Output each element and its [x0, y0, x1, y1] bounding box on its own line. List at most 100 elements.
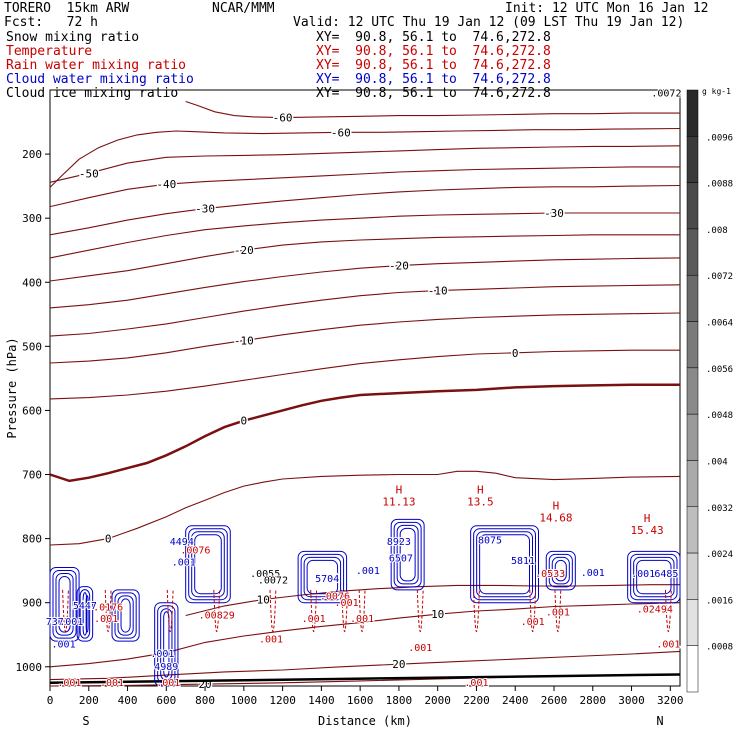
- y-tick-label: 800: [22, 533, 42, 546]
- y-tick-label: 300: [22, 212, 42, 225]
- valid-time: Valid: 12 UTC Thu 19 Jan 12 (09 LST Thu …: [293, 15, 685, 30]
- ice-label: .0072: [258, 575, 288, 586]
- surface-line: [49, 673, 681, 685]
- rain-label: .001: [464, 678, 488, 689]
- temperature-contour: [49, 166, 680, 208]
- rain-label: .0533: [535, 569, 565, 580]
- cloud-water-contour: [163, 611, 170, 678]
- rain-contour: [416, 589, 424, 632]
- cloud-water-contour: [82, 592, 88, 636]
- y-tick-label: 900: [22, 597, 42, 610]
- y-tick-label: 400: [22, 276, 42, 289]
- field-label-snow: Snow mixing ratio: [6, 30, 140, 45]
- cloud-water-contour: [551, 556, 570, 585]
- x-axis-label: Distance (km): [318, 714, 412, 728]
- colorbar-swatch: [686, 599, 699, 646]
- maximum-value: 11.13: [382, 495, 415, 508]
- cloud-water-contour: [479, 534, 530, 595]
- x-tick-label: 2200: [463, 694, 490, 707]
- maximum-value: 15.43: [630, 524, 663, 537]
- temperature-contour-lower: [49, 650, 681, 681]
- temperature-contour-label: -30: [195, 203, 215, 216]
- rain-contour: [554, 589, 562, 632]
- cloud-water-contour: [55, 572, 74, 636]
- rain-label: .001: [156, 678, 180, 689]
- x-tick-label: 600: [156, 694, 176, 707]
- cloud-water-label: .001: [581, 568, 605, 579]
- cloud-water-label: .001: [59, 617, 83, 628]
- rain-contour: [473, 589, 480, 632]
- field-xy-snow: XY= 90.8, 56.1 to 74.6,272.8: [316, 30, 551, 45]
- rain-label: .0176: [93, 602, 123, 613]
- rain-label: .0076: [320, 591, 350, 602]
- rain-label: .001: [656, 640, 680, 651]
- colorbar-level: .0016: [706, 596, 733, 606]
- x-tick-label: 1400: [308, 694, 335, 707]
- field-xy-cloud-water: XY= 90.8, 56.1 to 74.6,272.8: [316, 72, 551, 87]
- colorbar-level: .004: [706, 457, 728, 467]
- cloud-water-contour: [399, 527, 416, 582]
- field-label-rain: Rain water mixing ratio: [6, 58, 187, 73]
- temperature-contour: [49, 212, 680, 259]
- colorbar-level: .0064: [706, 319, 733, 329]
- model-title: TORERO 15km ARW: [4, 1, 130, 16]
- temperature-contour-label: -60: [273, 112, 293, 125]
- cloud-water-contour: [76, 586, 94, 642]
- colorbar-level: .0024: [706, 550, 733, 560]
- colorbar-swatch: [686, 460, 699, 508]
- temperature-contour: [49, 312, 681, 364]
- colorbar-swatch: [686, 136, 699, 183]
- cloud-water-label: 8075: [478, 536, 502, 547]
- cloud-water-contour: [111, 589, 140, 642]
- colorbar-swatch: [686, 228, 699, 276]
- temperature-contour-label: -10: [428, 285, 448, 298]
- cloud-water-label: 5447: [73, 601, 97, 612]
- y-tick-label: 600: [22, 404, 42, 417]
- cloud-water-label: .001: [172, 558, 196, 569]
- rain-contour: [310, 589, 318, 632]
- colorbar-unit: g kg-1: [702, 87, 731, 96]
- colorbar-swatch: [686, 367, 699, 415]
- temperature-contour-label: 0: [512, 347, 519, 360]
- field-label-cloud-water: Cloud water mixing ratio: [6, 72, 194, 87]
- cloud-water-contour: [554, 559, 567, 582]
- rain-label: .001: [57, 678, 81, 689]
- cloud-water-contour: [52, 569, 77, 639]
- rain-label: .001: [94, 614, 118, 625]
- x-end-label-right: N: [656, 714, 663, 728]
- x-tick-label: 1200: [269, 694, 296, 707]
- rain-contour: [166, 589, 174, 632]
- colorbar-swatch: [686, 413, 699, 461]
- cloud-water-label: 4494: [170, 537, 194, 548]
- cloud-water-contour: [306, 559, 339, 595]
- cloud-water-contour: [49, 566, 80, 642]
- maximum-marker: H: [553, 499, 560, 512]
- cloud-water-contour: [191, 531, 225, 598]
- cloud-water-label: 4989: [154, 662, 178, 673]
- temperature-contour-lower-label: 20: [392, 658, 405, 671]
- x-tick-label: 2800: [580, 694, 607, 707]
- x-tick-label: 3200: [657, 694, 684, 707]
- cloud-water-label: 6485: [654, 569, 678, 580]
- rain-label: .001: [350, 614, 374, 625]
- cloud-water-label: 8923: [387, 537, 411, 548]
- cloud-water-label: .001: [150, 649, 174, 660]
- colorbar-level: .0048: [706, 411, 733, 421]
- x-tick-label: 200: [79, 694, 99, 707]
- rain-contour: [213, 589, 221, 632]
- colorbar-level: .008: [706, 226, 728, 236]
- temperature-contour-label: -60: [331, 126, 351, 139]
- ice-label: .0055: [250, 569, 280, 580]
- x-tick-label: 2400: [502, 694, 529, 707]
- rain-label: .001: [100, 678, 124, 689]
- rain-label: .001: [408, 643, 432, 654]
- colorbar-level: .0008: [706, 643, 733, 653]
- temperature-contour: [49, 284, 681, 337]
- temperature-contour-lower: [185, 584, 680, 617]
- cloud-water-label: .001: [52, 640, 76, 651]
- x-tick-label: 1000: [231, 694, 258, 707]
- rain-contour: [664, 589, 672, 632]
- cloud-water-contour: [548, 553, 573, 588]
- cloud-water-contour: [390, 518, 425, 591]
